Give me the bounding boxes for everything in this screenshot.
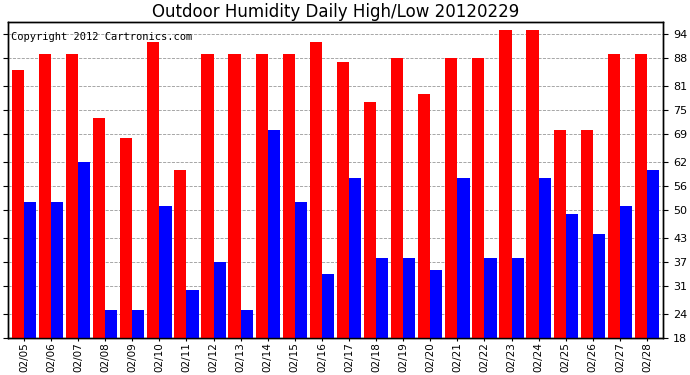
Bar [484,258,497,338]
Bar [295,202,307,338]
Bar [553,130,566,338]
Bar [635,54,647,338]
Bar [39,54,51,338]
Bar [376,258,388,338]
Bar [431,270,442,338]
Bar [526,30,539,338]
Bar [132,310,144,338]
Bar [66,54,78,338]
Bar [322,274,334,338]
Bar [283,54,295,338]
Bar [120,138,132,338]
Bar [539,178,551,338]
Bar [51,202,63,338]
Bar [593,234,605,338]
Bar [403,258,415,338]
Bar [241,310,253,338]
Title: Outdoor Humidity Daily High/Low 20120229: Outdoor Humidity Daily High/Low 20120229 [152,3,519,21]
Bar [608,54,620,338]
Bar [105,310,117,338]
Bar [201,54,213,338]
Bar [349,178,361,338]
Bar [78,162,90,338]
Bar [24,202,36,338]
Bar [186,290,199,338]
Bar [268,130,280,338]
Bar [147,42,159,338]
Bar [337,62,349,338]
Bar [228,54,241,338]
Bar [620,206,632,338]
Bar [457,178,470,338]
Bar [445,58,457,338]
Bar [391,58,403,338]
Text: Copyright 2012 Cartronics.com: Copyright 2012 Cartronics.com [11,32,193,42]
Bar [159,206,172,338]
Bar [12,70,24,338]
Bar [364,102,376,338]
Bar [472,58,484,338]
Bar [255,54,268,338]
Bar [310,42,322,338]
Bar [647,170,659,338]
Bar [500,30,511,338]
Bar [566,214,578,338]
Bar [93,118,105,338]
Bar [418,94,431,338]
Bar [213,262,226,338]
Bar [511,258,524,338]
Bar [580,130,593,338]
Bar [175,170,186,338]
